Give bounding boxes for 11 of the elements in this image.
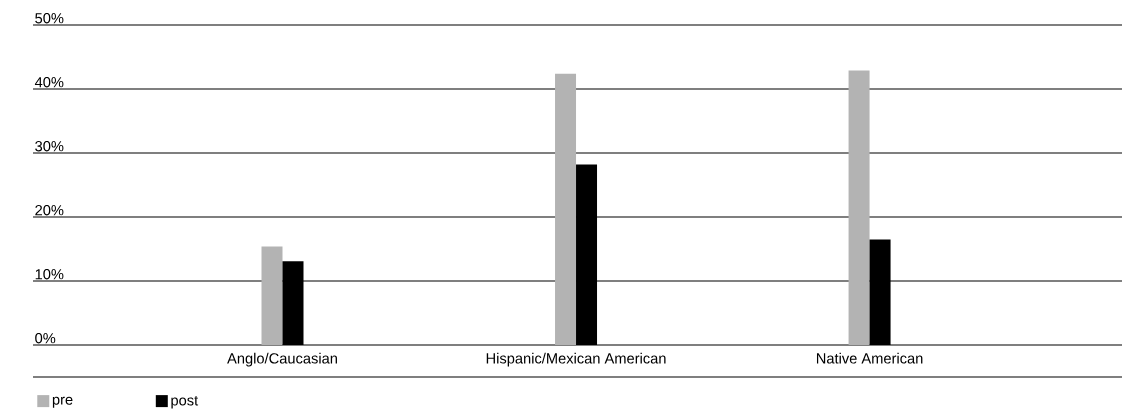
y-tick-label: 40% bbox=[34, 77, 64, 88]
x-tick-label: Native American bbox=[816, 352, 923, 364]
y-tick-label: 0% bbox=[35, 333, 56, 344]
y-tick-label: 50% bbox=[35, 13, 64, 24]
x-tick-label: Hispanic/Mexican American bbox=[486, 352, 666, 367]
y-tick-label: 20% bbox=[35, 205, 64, 216]
x-tick-label: Anglo/Caucasian bbox=[227, 352, 337, 367]
y-tick-label: 10% bbox=[35, 269, 64, 280]
legend-label: pre bbox=[52, 396, 73, 408]
legend-label: post bbox=[171, 395, 199, 409]
y-tick-label: 30% bbox=[35, 141, 64, 152]
